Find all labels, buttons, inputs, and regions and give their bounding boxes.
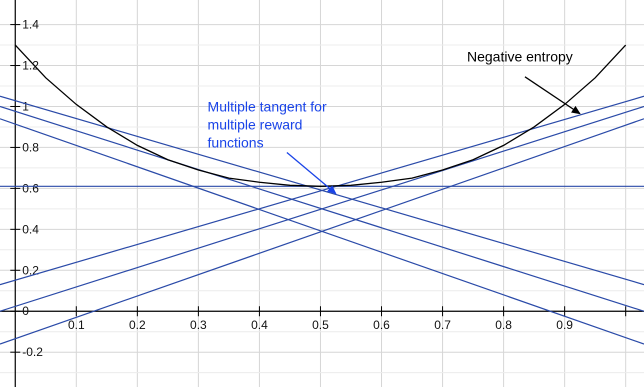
negative-entropy-line [14, 44, 627, 187]
annotation-arrow [524, 76, 581, 115]
y-tick-label: 1.4 [22, 18, 39, 32]
tangent-lines [0, 95, 644, 345]
x-tick-label: 0.2 [129, 318, 146, 332]
annotation-arrow [286, 152, 337, 195]
tangent-line [0, 118, 644, 345]
y-tick-label: 0 [22, 304, 29, 318]
annotation-label: Negative entropy [467, 48, 573, 64]
annotation-line: Multiple tangent for [208, 99, 327, 115]
y-tick-label: 0.8 [22, 140, 39, 154]
x-tick-label: 0.8 [495, 318, 512, 332]
x-tick-label: 0.4 [251, 318, 268, 332]
x-tick-label: 0.3 [190, 318, 207, 332]
y-tick-label: 1.2 [22, 59, 39, 73]
tangent-line [0, 105, 644, 312]
annotation-line: multiple reward [208, 117, 303, 133]
tick-labels: 1.41.210.80.60.40.20-0.20.1 0.2 0.3 0.4 0.5 0… [22, 18, 573, 360]
y-tick-label: 0.4 [22, 222, 39, 236]
negative-entropy-curve [14, 44, 627, 187]
annotations: Negative entropy Multiple tangent for mult… [208, 48, 581, 195]
x-tick-label: 0.6 [373, 318, 390, 332]
y-tick-label: 1 [22, 99, 29, 113]
x-tick-label: 0.7 [434, 318, 451, 332]
annotation-line: Negative entropy [467, 48, 573, 64]
x-tick-label: 0.5 [312, 318, 329, 332]
y-tick-label: -0.2 [22, 345, 43, 359]
x-tick-label: 0.1 [68, 318, 85, 332]
x-tick-label: 0.9 [556, 318, 573, 332]
y-tick-label: 0.6 [22, 181, 39, 195]
annotation-label: Multiple tangent for multiple reward funct… [208, 99, 327, 151]
annotation-line: functions [208, 135, 264, 151]
